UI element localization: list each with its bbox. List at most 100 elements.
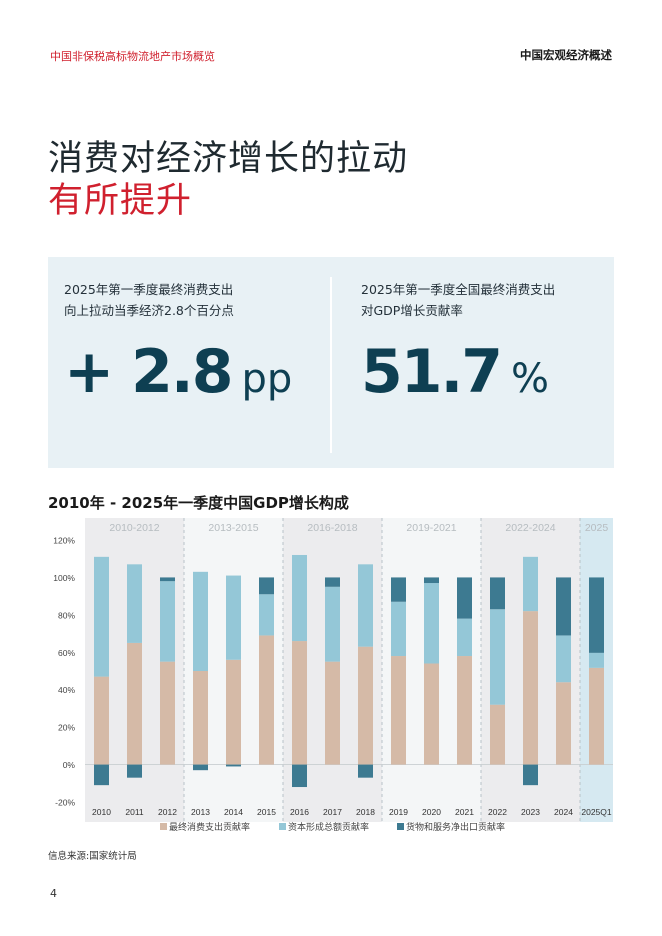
x-tick-label: 2010 [92,807,111,817]
gdp-contribution-chart: 2010-2012 2013-2015 2016-2018 2019-2021 2022… [53,518,613,832]
net-exports-bar [160,577,175,582]
net-exports-bar [325,577,340,587]
y-tick-label: -20% [55,798,75,808]
consumption-bar [127,642,142,765]
x-tick-label: 2017 [323,807,342,817]
y-tick-label: 80% [58,610,75,620]
x-tick-label: 2011 [125,807,144,817]
y-tick-label: 0% [63,760,76,770]
net-exports-bar [589,577,604,653]
capital-bar [523,556,538,612]
x-tick-label: 2023 [521,807,540,817]
period-label: 2010-2012 [109,522,159,534]
period-label: 2016-2018 [307,522,357,534]
net-exports-bar [193,764,208,771]
consumption-bar [259,635,274,765]
consumption-bar [193,671,208,765]
period-label: 2013-2015 [208,522,258,534]
consumption-bar [424,663,439,765]
x-tick-label: 2019 [389,807,408,817]
stat-caption-line2: 向上拉动当季经济2.8个百分点 [64,303,234,318]
net-exports-bar [391,577,406,602]
net-exports-bar [523,764,538,786]
stat-divider [330,277,332,453]
net-exports-bar [127,764,142,778]
stat-value: 51.7 [361,337,503,407]
page-title-line2: 有所提升 [48,181,193,221]
capital-bar [94,556,109,677]
legend-swatch [279,823,286,830]
capital-bar [424,583,439,664]
page-title: 消费对经济增长的拉动 有所提升 [48,138,408,222]
x-tick-label: 2016 [290,807,309,817]
consumption-bar [490,704,505,765]
x-tick-label: 2013 [191,807,210,817]
consumption-bar [523,611,538,765]
capital-bar [292,554,307,642]
net-exports-bar [94,764,109,786]
capital-bar [127,564,142,643]
stat-unit: % [511,356,550,402]
y-tick-label: 120% [53,536,75,546]
consumption-bar [457,656,472,765]
x-tick-label: 2018 [356,807,375,817]
stat-consumption-share: 2025年第一季度全国最终消费支出 对GDP增长贡献率 51.7 % [361,279,555,405]
x-tick-label: 2025Q1 [581,807,612,817]
consumption-bar [556,682,571,765]
x-tick-label: 2012 [158,807,177,817]
capital-bar [457,618,472,657]
stat-consumption-pull: 2025年第一季度最终消费支出 向上拉动当季经济2.8个百分点 + 2.8 pp [64,279,292,405]
net-exports-bar [292,764,307,788]
net-exports-bar [358,764,373,778]
report-title-header: 中国非保税高标物流地产市场概览 [50,50,215,63]
stat-caption-line1: 2025年第一季度最终消费支出 [64,282,234,297]
capital-bar [556,635,571,683]
x-tick-label: 2022 [488,807,507,817]
stats-panel: 2025年第一季度最终消费支出 向上拉动当季经济2.8个百分点 + 2.8 pp… [48,257,614,468]
net-exports-bar [259,577,274,595]
page-number: 4 [50,887,57,900]
consumption-bar [325,661,340,765]
capital-bar [259,594,274,636]
y-tick-label: 20% [58,723,75,733]
consumption-bar [292,641,307,765]
period-label: 2019-2021 [406,522,456,534]
consumption-bar [94,676,109,765]
section-title-header: 中国宏观经济概述 [520,48,612,62]
period-label: 2025 [585,522,609,534]
x-tick-label: 2024 [554,807,573,817]
consumption-bar [391,656,406,765]
stat-value: + 2.8 [64,337,233,407]
period-label: 2022-2024 [505,522,555,534]
x-tick-label: 2021 [455,807,474,817]
consumption-bar [589,667,604,765]
legend-swatch [160,823,167,830]
stat-caption-line1: 2025年第一季度全国最终消费支出 [361,282,556,297]
net-exports-bar [490,577,505,610]
stat-value-row: 51.7 % [361,339,555,405]
chart-title: 2010年 - 2025年一季度中国GDP增长构成 [48,494,349,512]
capital-bar [391,601,406,657]
capital-bar [193,571,208,671]
capital-bar [358,564,373,647]
legend-label: 最终消费支出贡献率 [169,821,250,832]
net-exports-bar [424,577,439,584]
net-exports-bar [556,577,571,636]
consumption-bar [358,646,373,765]
legend-label: 资本形成总额贡献率 [288,821,369,832]
stat-value-row: + 2.8 pp [64,339,292,405]
y-tick-label: 100% [53,573,75,583]
consumption-bar [226,659,241,765]
x-tick-label: 2020 [422,807,441,817]
page-title-line1: 消费对经济增长的拉动 [48,139,409,179]
x-tick-label: 2014 [224,807,243,817]
consumption-bar [160,661,175,765]
legend-label: 货物和服务净出口贡献率 [406,821,505,832]
y-tick-label: 60% [58,648,75,658]
capital-bar [226,575,241,660]
legend-swatch [397,823,404,830]
capital-bar [160,581,175,662]
net-exports-bar [226,764,241,767]
x-tick-label: 2015 [257,807,276,817]
stat-unit: pp [241,356,293,402]
